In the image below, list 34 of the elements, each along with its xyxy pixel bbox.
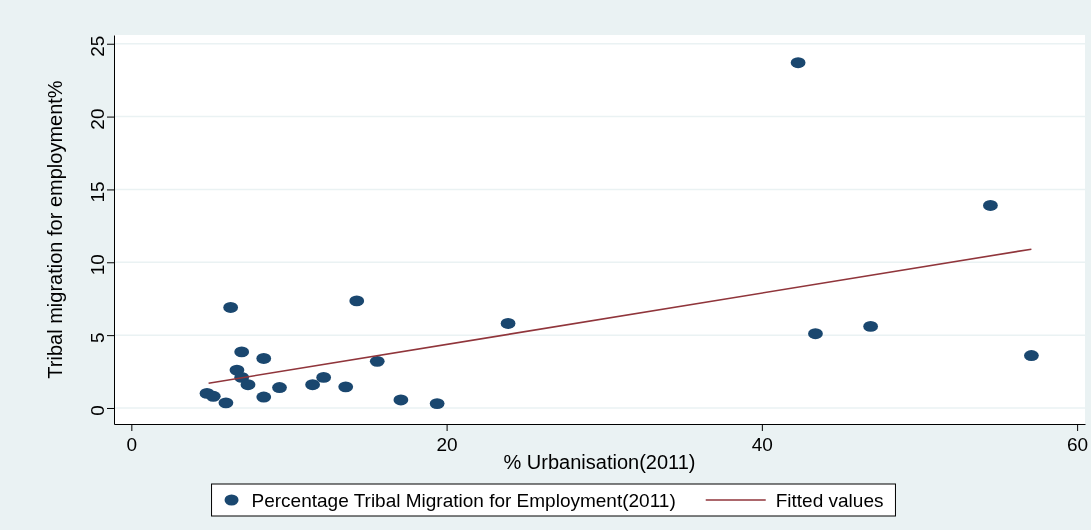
point [205,390,221,402]
point [429,398,445,410]
legend-label: Fitted values [775,490,884,511]
y-tick-label: 0 [87,405,108,416]
y-tick-label: 5 [87,332,108,343]
point [1024,350,1039,361]
point [272,382,287,394]
x-tick-label: 40 [751,434,773,456]
y-tick-label: 10 [87,254,108,276]
point [316,371,332,383]
y-tick-label: 25 [87,35,108,57]
point [338,381,354,393]
point [218,397,234,409]
x-axis-title: % Urbanisation(2011) [503,451,696,473]
y-tick-label: 20 [87,108,108,130]
point [863,320,879,332]
x-tick-label: 20 [436,434,458,456]
x-tick-label: 60 [1067,434,1089,456]
y-tick-label: 15 [87,181,108,203]
point [393,394,409,406]
y-axis-title: Tribal migration for employment% [44,80,66,379]
point [349,295,365,307]
point [790,57,806,69]
point [256,391,272,403]
point [240,379,256,391]
point [369,355,385,367]
point [305,379,321,391]
x-tick-label: 0 [126,434,138,456]
point [256,352,272,364]
point [808,328,823,340]
point [223,301,239,313]
legend-label: Percentage Tribal Migration for Employment(2011) [251,490,676,511]
point [234,346,250,358]
point [983,200,998,211]
